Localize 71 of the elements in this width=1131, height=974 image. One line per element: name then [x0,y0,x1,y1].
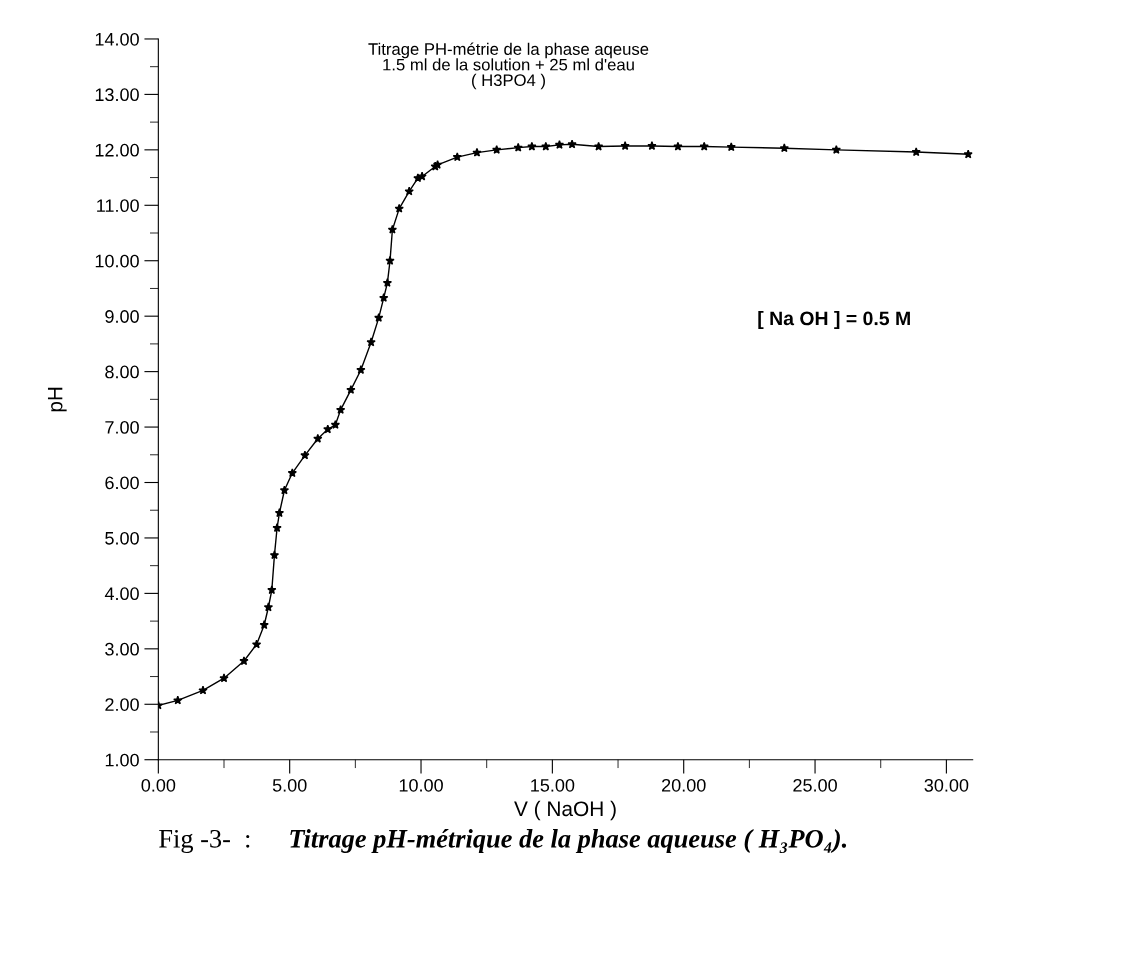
point [356,365,366,375]
point [831,144,841,154]
y-tick-label: 13.00 [95,88,139,102]
point [452,152,462,162]
point [366,337,376,347]
point [385,255,395,265]
point [330,419,341,429]
point [382,278,393,287]
y-tick-label: 7.00 [105,421,139,434]
y-tick-label: 1.00 [105,753,139,767]
y-tick-label: 10.00 [95,254,139,268]
y-tick-label: 6.00 [105,476,139,490]
point [620,141,630,151]
point [272,523,282,533]
point [251,639,262,649]
point [567,139,577,149]
point [300,450,310,460]
text: Fig -3- : [159,829,250,854]
point [279,485,290,495]
y-tick-label: 9.00 [105,310,139,323]
point [779,143,789,153]
point [726,142,736,152]
point [173,695,183,705]
point [699,141,709,151]
x-tick-label: 30.00 [924,778,969,792]
point [554,139,565,149]
point [963,149,973,159]
y-tick-label: 3.00 [105,642,139,656]
x-axis-title: V ( NaOH ) [514,800,616,821]
point [394,203,404,213]
point [259,620,269,630]
annotation: [ Na OH ] = 0.5 M [758,310,910,330]
point [239,656,249,666]
point [269,550,280,560]
point [527,141,537,151]
y-tick-label: 2.00 [105,698,139,711]
point [379,293,389,302]
point [593,141,604,151]
x-tick-label: 10.00 [399,778,443,792]
point [323,424,333,434]
point [335,405,346,414]
y-tick-label: 4.00 [104,587,139,601]
y-tick-label: 11.00 [97,199,139,213]
point [263,602,274,612]
point [513,142,523,152]
point [417,171,427,181]
y-tick-label: 12.00 [95,143,139,157]
point [541,141,551,151]
point [287,468,297,478]
text: Titrage PH-métrie de la phase aqeuse 1.5 ml de la solution + 25 ml d'eau ( H3PO4 ) [368,42,649,90]
y-tick-label: 14.00 [95,32,139,46]
x-tick-label: 25.00 [793,778,837,792]
y-axis-title: pH [47,387,67,412]
point [198,685,208,695]
point [267,585,277,595]
point [911,147,921,157]
point [374,312,384,322]
y-tick-label: 5.00 [105,531,139,545]
point [219,673,229,683]
x-tick-label: 5.00 [272,778,307,792]
y-tick-label: 8.00 [105,365,139,379]
point [404,186,414,196]
point [387,224,398,234]
text: Titrage pH-métrique de la phase aqueuse ( H₃PO₄). [290,829,847,853]
x-tick-label: 0.00 [141,778,176,792]
point [492,144,502,154]
point [274,508,285,518]
point [647,141,657,151]
point [346,385,356,394]
x-tick-label: 20.00 [662,778,706,792]
x-tick-label: 15.00 [531,778,575,792]
